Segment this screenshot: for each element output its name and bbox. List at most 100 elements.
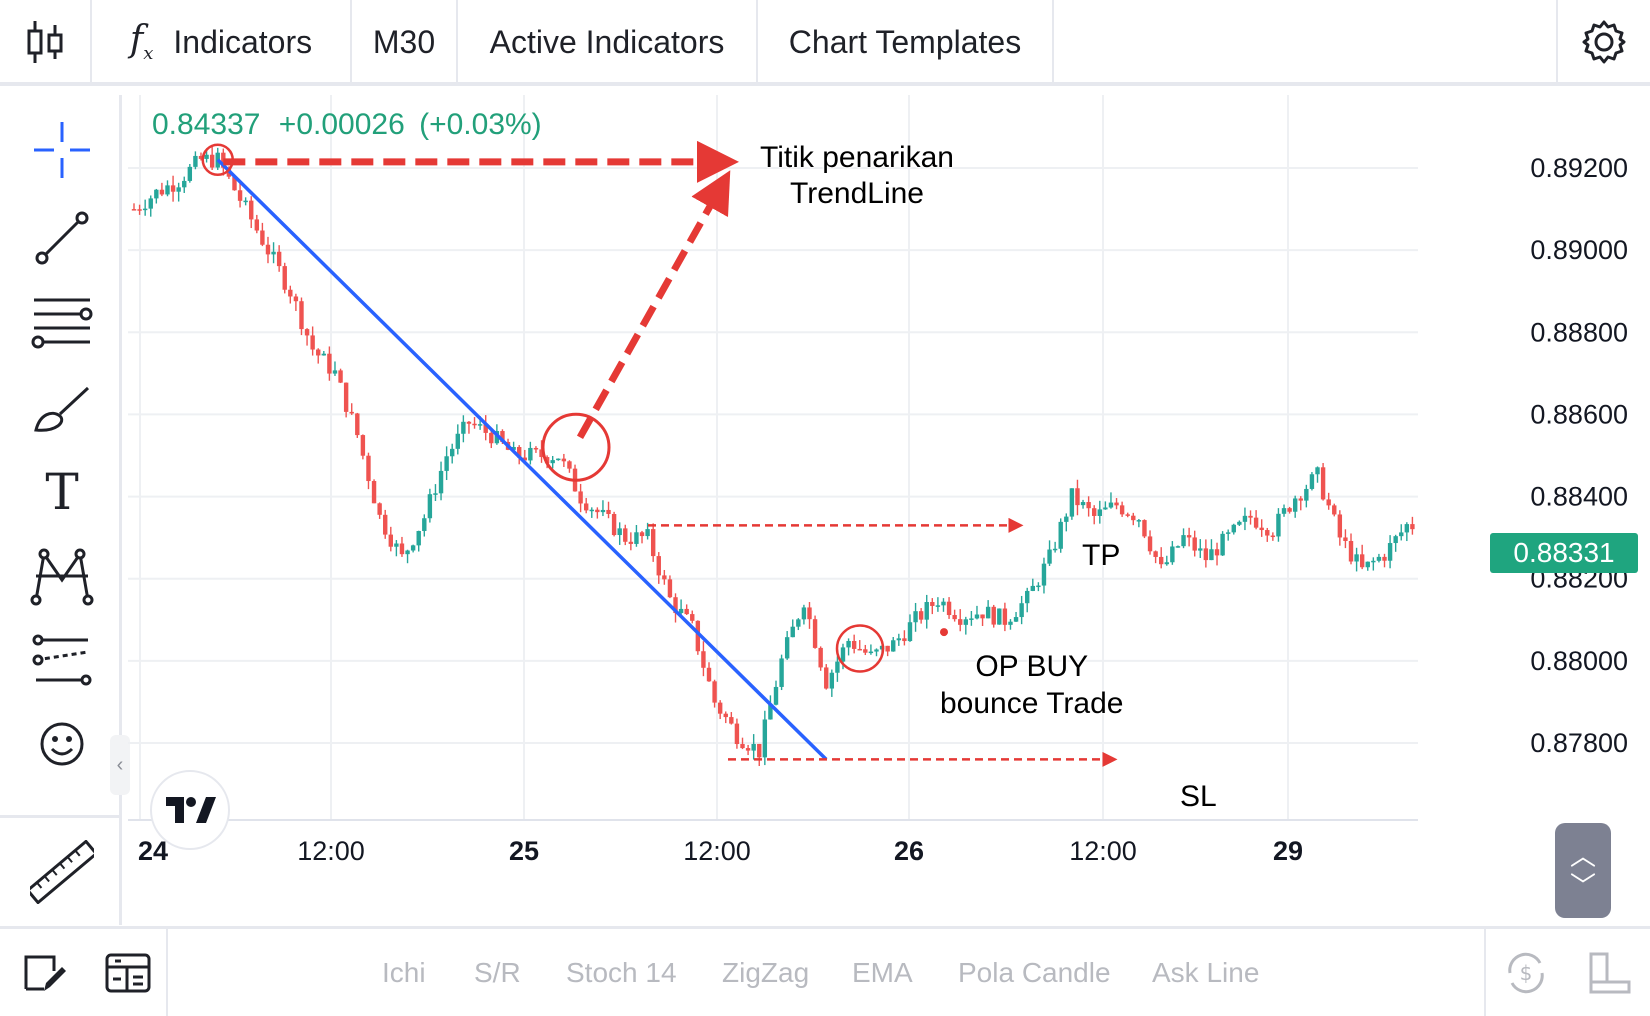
candle-body xyxy=(1332,505,1337,515)
candle-body xyxy=(522,457,527,461)
active-indicators-button[interactable]: Active Indicators xyxy=(458,0,758,84)
candle-body xyxy=(327,353,332,374)
candle-body xyxy=(533,447,539,450)
candle-body xyxy=(260,230,265,245)
projection-icon xyxy=(32,634,92,686)
shortcut-zigzag[interactable]: ZigZag xyxy=(722,956,810,988)
candle-body xyxy=(891,640,896,652)
svg-text:$: $ xyxy=(1520,961,1533,985)
candle-body xyxy=(924,602,929,620)
icon-tool[interactable] xyxy=(22,709,102,779)
settings-button[interactable] xyxy=(1556,0,1650,84)
measure-tool[interactable] xyxy=(22,837,102,907)
text-tool[interactable]: T xyxy=(22,457,102,527)
trendline-tool[interactable] xyxy=(22,203,102,273)
active-indicators-label: Active Indicators xyxy=(489,23,725,60)
candle-body xyxy=(863,649,868,653)
candle-body xyxy=(1002,608,1008,625)
ohlc-legend: 0.84337 +0.00026 (+0.03%) xyxy=(152,108,542,142)
sl-label: SL xyxy=(1180,780,1217,813)
candle-body xyxy=(433,493,438,495)
candle-body xyxy=(1092,508,1097,516)
candle-body xyxy=(321,353,327,356)
candle-body xyxy=(1265,530,1270,536)
trendline xyxy=(216,158,828,761)
price-tick-label: 0.89200 xyxy=(1530,153,1628,183)
candle-body xyxy=(511,447,516,450)
candle-body xyxy=(846,640,851,648)
candle-body xyxy=(796,619,801,627)
dollar-refresh-icon: $ xyxy=(1508,952,1544,993)
candle-body xyxy=(639,532,645,537)
candle-body xyxy=(276,251,282,267)
candle-body xyxy=(717,702,723,714)
shortcut-sr[interactable]: S/R xyxy=(474,956,521,988)
candle-body xyxy=(316,349,321,356)
shortcut-ask-line[interactable]: Ask Line xyxy=(1152,956,1260,988)
candle-body xyxy=(1131,515,1136,521)
candle-body xyxy=(673,597,678,614)
timeframe-button[interactable]: M30 xyxy=(352,0,458,84)
shortcut-stoch[interactable]: Stoch 14 xyxy=(566,956,677,988)
entry-point-circle xyxy=(835,624,885,673)
shortcut-pola-candle[interactable]: Pola Candle xyxy=(958,956,1111,988)
candle-body xyxy=(299,301,304,330)
candle-body xyxy=(399,543,405,555)
function-icon: fx xyxy=(129,19,154,65)
candle-body xyxy=(1393,536,1398,544)
candle-body xyxy=(349,411,354,414)
candle-body xyxy=(455,433,460,449)
forecast-tool[interactable] xyxy=(22,625,102,695)
chart-type-button[interactable] xyxy=(0,0,92,84)
candle-body xyxy=(1136,520,1142,522)
price-chart[interactable]: 0.892000.890000.888000.886000.884000.882… xyxy=(128,95,1650,925)
candle-body xyxy=(678,608,684,614)
candle-body xyxy=(1159,556,1164,565)
candle-body xyxy=(913,611,918,623)
candle-body xyxy=(293,296,299,302)
candle-body xyxy=(969,618,974,620)
panel-layout-button[interactable] xyxy=(1580,929,1640,1016)
candle-body xyxy=(489,432,494,444)
candle-body xyxy=(991,606,996,625)
fib-tool[interactable] xyxy=(22,287,102,357)
candle-body xyxy=(779,658,784,687)
candle-body xyxy=(1036,585,1041,588)
candle-body xyxy=(1069,488,1075,517)
candle-body xyxy=(198,155,204,159)
drawing-toolbar: T xyxy=(0,95,122,925)
currency-sync-button[interactable]: $ xyxy=(1496,929,1556,1016)
shortcut-ichi[interactable]: Ichi xyxy=(382,956,426,988)
candle-body xyxy=(1410,524,1415,530)
scale-toggle-button[interactable]: ︿ ﹀ xyxy=(1555,823,1611,918)
horizontal-lines-icon xyxy=(31,298,93,349)
brush-tool[interactable] xyxy=(22,373,102,443)
crosshair-tool[interactable] xyxy=(22,115,102,185)
trendline-icon xyxy=(35,211,89,265)
candle-body xyxy=(371,481,377,504)
candle-body xyxy=(444,456,449,471)
legend-change: +0.00026 xyxy=(278,108,405,141)
candle-body xyxy=(762,719,768,758)
candle-body xyxy=(589,509,594,512)
candle-body xyxy=(1320,467,1326,500)
candle-body xyxy=(868,651,874,654)
candle-body xyxy=(829,672,835,689)
candle-body xyxy=(1253,517,1259,528)
chart-templates-button[interactable]: Chart Templates xyxy=(758,0,1054,84)
candle-body xyxy=(500,431,505,442)
text-icon: T xyxy=(45,463,79,521)
candle-body xyxy=(757,743,762,758)
toolbar-collapse-button[interactable]: ‹ xyxy=(110,735,130,795)
candle-body xyxy=(1075,488,1080,506)
candle-body xyxy=(1153,551,1158,557)
candle-body xyxy=(930,602,935,606)
shortcut-ema[interactable]: EMA xyxy=(852,956,913,988)
layout-button[interactable] xyxy=(98,929,158,1016)
indicators-button[interactable]: fx Indicators xyxy=(92,0,352,84)
draw-panel-button[interactable] xyxy=(14,929,74,1016)
candle-body xyxy=(332,370,338,374)
crosshair-icon xyxy=(34,122,90,178)
pattern-tool[interactable] xyxy=(22,541,102,611)
candle-body xyxy=(946,601,952,616)
